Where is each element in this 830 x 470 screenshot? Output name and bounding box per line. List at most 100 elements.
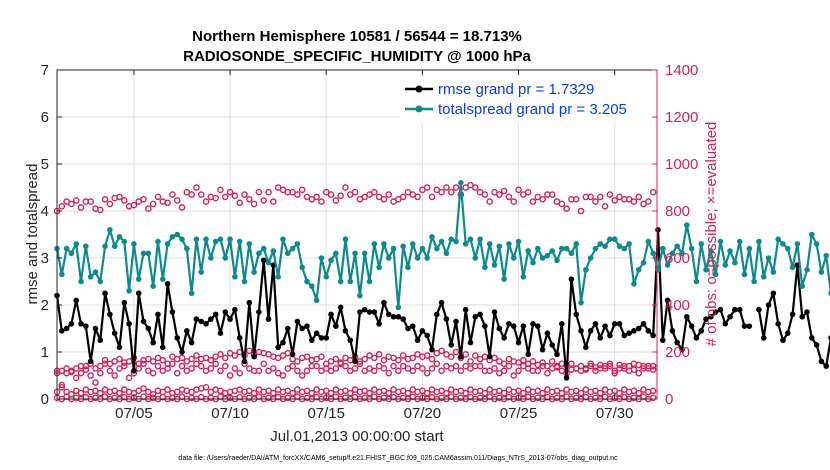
rmse-point — [59, 328, 65, 334]
obs-possible-marker — [423, 184, 431, 191]
rmse-point — [674, 339, 680, 346]
totalspread-point — [799, 283, 805, 290]
rmse-point — [395, 313, 402, 320]
obs-possible-marker — [375, 351, 383, 358]
totalspread-point — [669, 250, 676, 257]
totalspread-point — [361, 250, 368, 257]
obs-possible-marker — [149, 390, 157, 398]
rmse-point — [722, 321, 729, 327]
obs-possible-marker — [515, 186, 522, 194]
legend-rmse-label: rmse grand pr = 1.7329 — [438, 81, 594, 98]
obs-possible-marker — [395, 367, 402, 375]
rmse-point — [116, 344, 123, 351]
totalspread-point — [482, 264, 488, 271]
obs-possible-marker — [414, 193, 421, 201]
totalspread-point — [409, 241, 416, 247]
obs-possible-marker — [635, 369, 643, 377]
obs-possible-marker — [197, 362, 205, 370]
obs-possible-marker — [221, 362, 229, 370]
obs-possible-marker — [399, 352, 407, 359]
totalspread-point — [400, 243, 406, 250]
obs-possible-marker — [635, 361, 643, 369]
rmse-point — [583, 344, 589, 351]
rmse-point — [414, 337, 421, 344]
totalspread-point — [698, 241, 705, 247]
obs-possible-marker — [72, 374, 80, 382]
rmse-point — [491, 309, 498, 315]
obs-possible-marker — [587, 360, 594, 368]
rmse-point — [712, 309, 719, 315]
rmse-point — [256, 309, 262, 315]
totalspread-point — [794, 241, 801, 247]
obs-possible-marker — [645, 198, 652, 205]
totalspread-point — [458, 180, 464, 186]
totalspread-point — [722, 262, 729, 268]
totalspread-point — [328, 257, 334, 264]
rmse-point — [313, 330, 320, 337]
obs-possible-marker — [231, 192, 239, 200]
obs-possible-marker — [649, 188, 657, 196]
totalspread-point — [159, 276, 166, 282]
obs-possible-marker — [135, 360, 143, 368]
rmse-point — [703, 316, 709, 322]
obs-possible-marker — [130, 201, 138, 209]
rmse-point — [309, 337, 315, 344]
rmse-point — [592, 321, 599, 327]
totalspread-point — [539, 255, 546, 261]
rmse-point — [184, 328, 190, 334]
totalspread-point — [102, 243, 108, 250]
totalspread-point — [97, 278, 104, 285]
totalspread-point — [472, 255, 479, 261]
totalspread-point — [227, 236, 233, 242]
obs-possible-marker — [649, 387, 657, 395]
obs-possible-marker — [221, 193, 229, 201]
obs-possible-marker — [635, 193, 643, 201]
obs-possible-marker — [539, 359, 546, 366]
obs-possible-marker — [149, 369, 157, 377]
totalspread-point — [515, 238, 522, 245]
totalspread-point — [193, 236, 200, 242]
obs-possible-marker — [255, 188, 263, 196]
obs-possible-marker — [294, 358, 301, 365]
obs-possible-marker — [630, 198, 638, 205]
x-tick-label: 07/05 — [115, 405, 153, 422]
totalspread-point — [78, 278, 84, 285]
obs-possible-marker — [491, 365, 498, 372]
rmse-point — [385, 311, 392, 318]
x-axis-ticks: 07/05 07/10 07/15 07/20 07/25 07/30 — [115, 70, 633, 422]
totalspread-point — [703, 266, 709, 273]
rmse-point — [126, 321, 132, 327]
rmse-point — [150, 339, 156, 346]
totalspread-point — [73, 241, 80, 247]
right-tick-label: 1000 — [665, 156, 698, 173]
obs-possible-marker — [236, 369, 243, 377]
obs-possible-marker — [337, 359, 344, 366]
rmse-point — [530, 321, 536, 327]
rmse-point — [607, 332, 613, 339]
rmse-point — [366, 309, 373, 315]
obs-possible-marker — [169, 191, 176, 198]
left-tick-label: 7 — [41, 62, 49, 79]
rmse-point — [135, 290, 142, 297]
totalspread-point — [626, 241, 632, 247]
rmse-point — [294, 318, 301, 325]
obs-possible-marker — [399, 193, 407, 201]
obs-possible-marker — [572, 195, 580, 203]
rmse-point — [107, 311, 113, 318]
rmse-point — [232, 306, 238, 313]
obs-possible-marker — [173, 197, 181, 204]
obs-possible-marker — [496, 191, 503, 198]
rmse-point — [419, 328, 426, 334]
totalspread-point — [631, 281, 637, 287]
obs-possible-marker — [433, 360, 441, 368]
rmse-point — [458, 353, 464, 360]
totalspread-point — [366, 278, 373, 285]
obs-possible-marker — [500, 360, 508, 368]
totalspread-point — [434, 245, 440, 252]
obs-possible-marker — [539, 195, 546, 203]
obs-possible-marker — [443, 184, 450, 191]
obs-possible-marker — [145, 205, 152, 212]
obs-possible-marker — [395, 356, 402, 364]
obs-possible-marker — [529, 198, 537, 205]
rmse-point — [515, 339, 522, 346]
